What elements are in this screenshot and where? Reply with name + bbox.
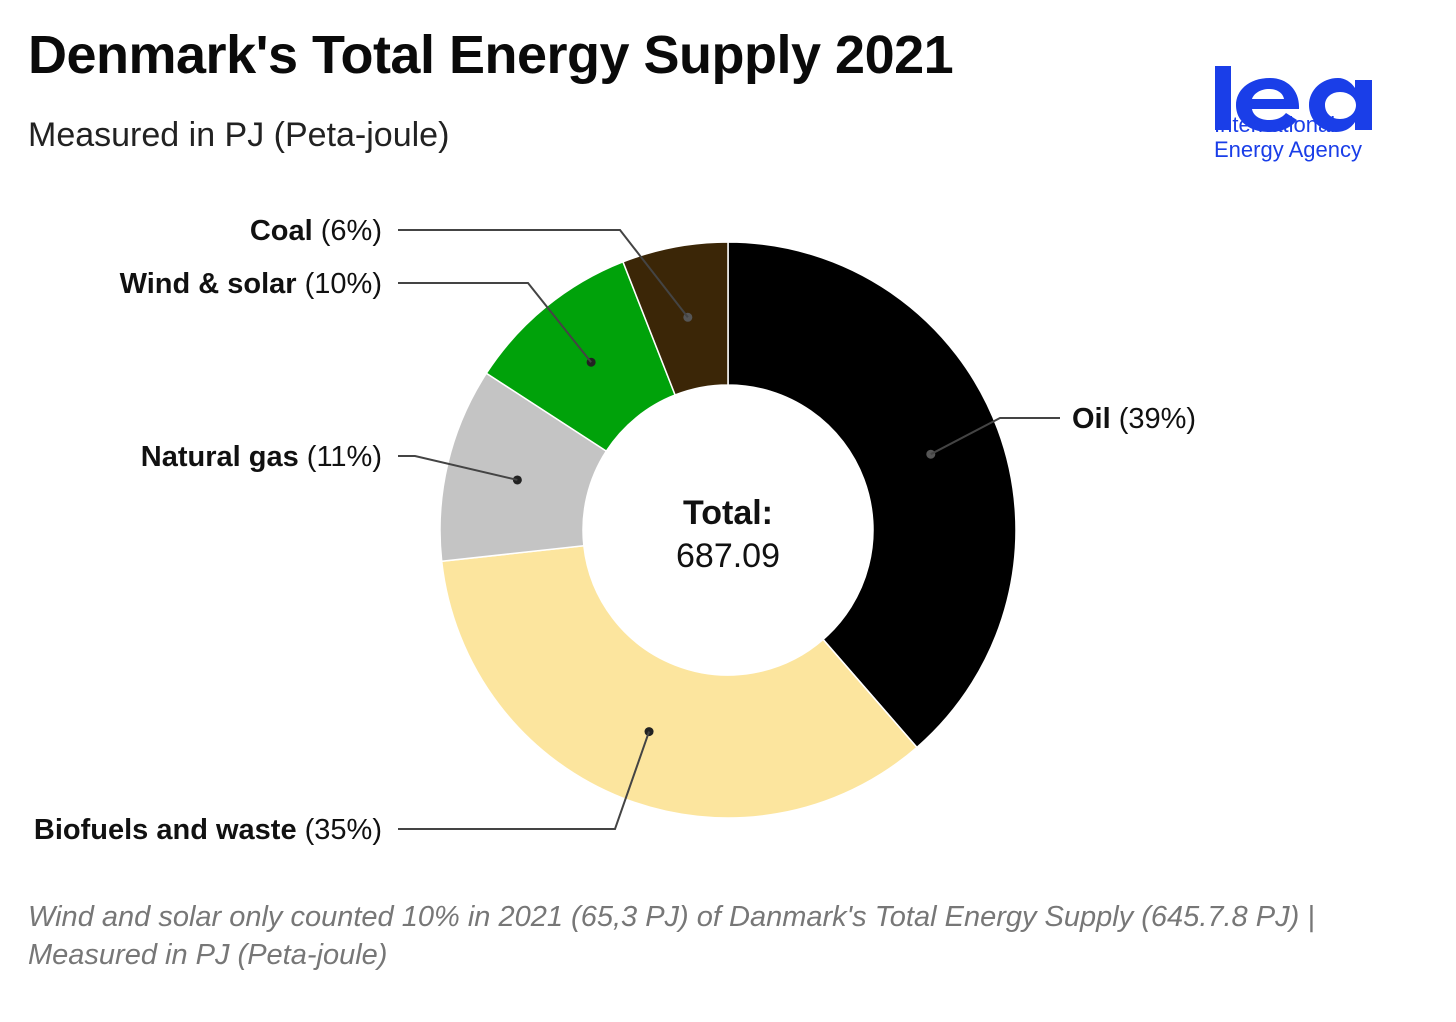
page-subtitle: Measured in PJ (Peta-joule) [28, 116, 450, 154]
leader-line-biofuels-and-waste [398, 731, 650, 830]
leader-line-coal [398, 229, 689, 318]
label-name-biofuels-and-waste: Biofuels and waste [34, 814, 297, 846]
label-biofuels-and-waste: Biofuels and waste (35%) [34, 814, 382, 846]
donut-chart: Oil (39%) Biofuels and waste (35%) Natural… [34, 215, 1196, 846]
label-percent-oil: (39%) [1111, 403, 1196, 435]
label-percent-natural-gas: (11%) [299, 441, 382, 473]
label-percent-coal: (6%) [313, 215, 382, 247]
slice-oil [727, 241, 1017, 749]
leader-lines [398, 229, 1060, 830]
center-total-value: 687.09 [676, 537, 780, 575]
page-title: Denmark's Total Energy Supply 2021 [28, 25, 954, 85]
footnote: Wind and solar only counted 10% in 2021 … [28, 901, 1315, 971]
leader-line-wind-and-solar [398, 282, 592, 363]
slice-coal [622, 241, 729, 396]
label-oil: Oil (39%) [1072, 403, 1196, 435]
slice-labels: Oil (39%) Biofuels and waste (35%) Natural… [34, 215, 1196, 846]
label-name-wind-and-solar: Wind & solar [120, 268, 297, 300]
label-natural-gas: Natural gas (11%) [141, 441, 382, 473]
label-wind-and-solar: Wind & solar (10%) [120, 268, 382, 300]
center-total-label: Total: [683, 494, 773, 532]
donut-slices [439, 241, 1017, 819]
leader-line-oil [930, 417, 1060, 456]
label-coal: Coal (6%) [250, 215, 382, 247]
label-name-natural-gas: Natural gas [141, 441, 299, 473]
logo-line-1: International [1214, 112, 1336, 137]
leader-line-natural-gas [398, 455, 518, 481]
label-percent-wind-and-solar: (10%) [297, 268, 382, 300]
slice-biofuels-and-waste [440, 544, 918, 819]
iea-logo-mark-icon [1215, 66, 1372, 132]
label-name-coal: Coal [250, 215, 313, 247]
label-name-oil: Oil [1072, 403, 1111, 435]
label-percent-biofuels-and-waste: (35%) [297, 814, 382, 846]
logo-line-2: Energy Agency [1214, 137, 1362, 162]
